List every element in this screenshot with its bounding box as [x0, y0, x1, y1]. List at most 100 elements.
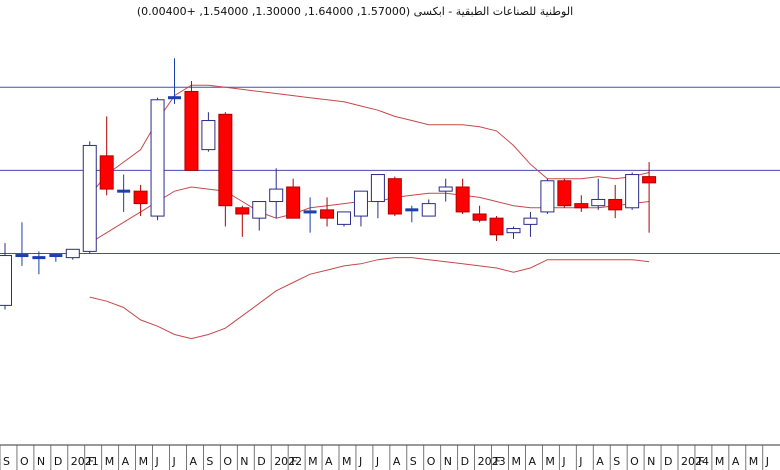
candle-2021-10: [218, 112, 233, 227]
x-tick-label: N: [444, 455, 452, 468]
candle-2023-08: [591, 178, 606, 210]
horizontal-lines: [0, 86, 780, 254]
candle-body: [608, 198, 623, 211]
candle-body: [540, 180, 555, 213]
candle-body: [15, 254, 29, 258]
candle-2020-10: [15, 222, 29, 266]
x-tick-label: S: [613, 455, 620, 468]
candle-2021-01: [65, 248, 80, 260]
candle-2021-08: [184, 81, 199, 171]
candle-2021-03: [99, 116, 114, 196]
x-tick-label: A: [325, 455, 333, 468]
candle-body: [303, 210, 317, 214]
x-tick-label: O: [20, 455, 29, 468]
candle-body: [387, 178, 402, 215]
candle-2022-12: [455, 178, 470, 214]
candle-2021-06: [150, 97, 165, 221]
candle-2023-01: [472, 205, 487, 223]
candle-2021-02: [82, 141, 97, 254]
candle-2021-12: [252, 201, 267, 231]
candle-2023-02: [489, 216, 504, 241]
candle-2023-05: [540, 178, 555, 214]
x-tick-label: F: [698, 455, 704, 468]
x-tick-label: F: [495, 455, 501, 468]
candle-body: [0, 255, 12, 306]
candle-body: [49, 254, 63, 258]
x-tick-label: M: [342, 455, 352, 468]
candle-body: [438, 186, 453, 192]
x-tick-label: N: [240, 455, 248, 468]
bollinger-upper-line: [89, 84, 650, 196]
candle-body: [65, 248, 80, 259]
bollinger-bands: [89, 84, 650, 340]
x-tick-label: A: [189, 455, 197, 468]
x-tick-label: F: [88, 455, 94, 468]
candle-2022-10: [421, 199, 436, 217]
candle-2022-08: [387, 176, 402, 217]
candle-body: [489, 217, 504, 236]
bollinger-middle-line: [89, 186, 650, 244]
candle-2023-07: [574, 195, 589, 212]
x-tick-label: S: [410, 455, 417, 468]
x-tick-label: F: [291, 455, 297, 468]
candle-2023-03: [506, 226, 521, 239]
x-tick-label: M: [512, 455, 522, 468]
x-tick-label: O: [427, 455, 436, 468]
x-tick-label: M: [105, 455, 115, 468]
candle-body: [201, 120, 216, 151]
x-tick-label: M: [308, 455, 318, 468]
candle-body: [370, 174, 385, 203]
candle-2021-05: [133, 184, 148, 217]
candle-2022-04: [320, 197, 335, 227]
x-tick-label: J: [375, 455, 379, 468]
candle-2020-09: [0, 243, 12, 310]
candle-body: [32, 256, 46, 260]
candle-body: [472, 213, 487, 221]
x-tick-label: A: [732, 455, 740, 468]
x-tick-label: O: [223, 455, 232, 468]
candle-body: [82, 144, 97, 252]
x-tick-label: D: [54, 455, 62, 468]
candle-body: [523, 217, 538, 225]
candle-body: [455, 186, 470, 213]
x-tick-label: S: [3, 455, 10, 468]
x-tick-label: M: [749, 455, 759, 468]
candle-body: [235, 207, 250, 215]
x-tick-label: M: [715, 455, 725, 468]
candle-body: [642, 176, 657, 184]
x-tick-label: M: [545, 455, 555, 468]
candle-2021-07: [168, 58, 181, 104]
x-tick-label: J: [358, 455, 362, 468]
x-tick-label: J: [765, 455, 769, 468]
candle-2020-11: [32, 251, 46, 275]
candle-body: [625, 174, 640, 209]
candle-body: [218, 113, 233, 207]
x-tick-label: S: [206, 455, 213, 468]
candle-body: [506, 228, 521, 234]
candle-body: [184, 90, 199, 171]
x-tick-label: M: [139, 455, 149, 468]
candle-2023-04: [523, 211, 538, 237]
candle-body: [405, 208, 419, 212]
candle-2022-07: [370, 174, 385, 219]
x-tick-label: A: [528, 455, 536, 468]
candle-2022-06: [353, 190, 368, 227]
x-tick-label: D: [664, 455, 672, 468]
x-tick-label: O: [630, 455, 639, 468]
x-tick-label: A: [596, 455, 604, 468]
candle-2021-09: [201, 112, 216, 152]
candle-body: [133, 190, 148, 205]
candle-body: [557, 180, 572, 207]
candle-2022-02: [286, 178, 301, 219]
candle-body: [320, 209, 335, 219]
candle-body: [117, 189, 131, 193]
bollinger-lower-line: [89, 257, 650, 340]
x-tick-label: N: [37, 455, 45, 468]
candle-body: [286, 186, 301, 219]
candle-2023-09: [608, 184, 623, 219]
candle-2023-06: [557, 178, 572, 208]
x-tick-label: J: [578, 455, 582, 468]
